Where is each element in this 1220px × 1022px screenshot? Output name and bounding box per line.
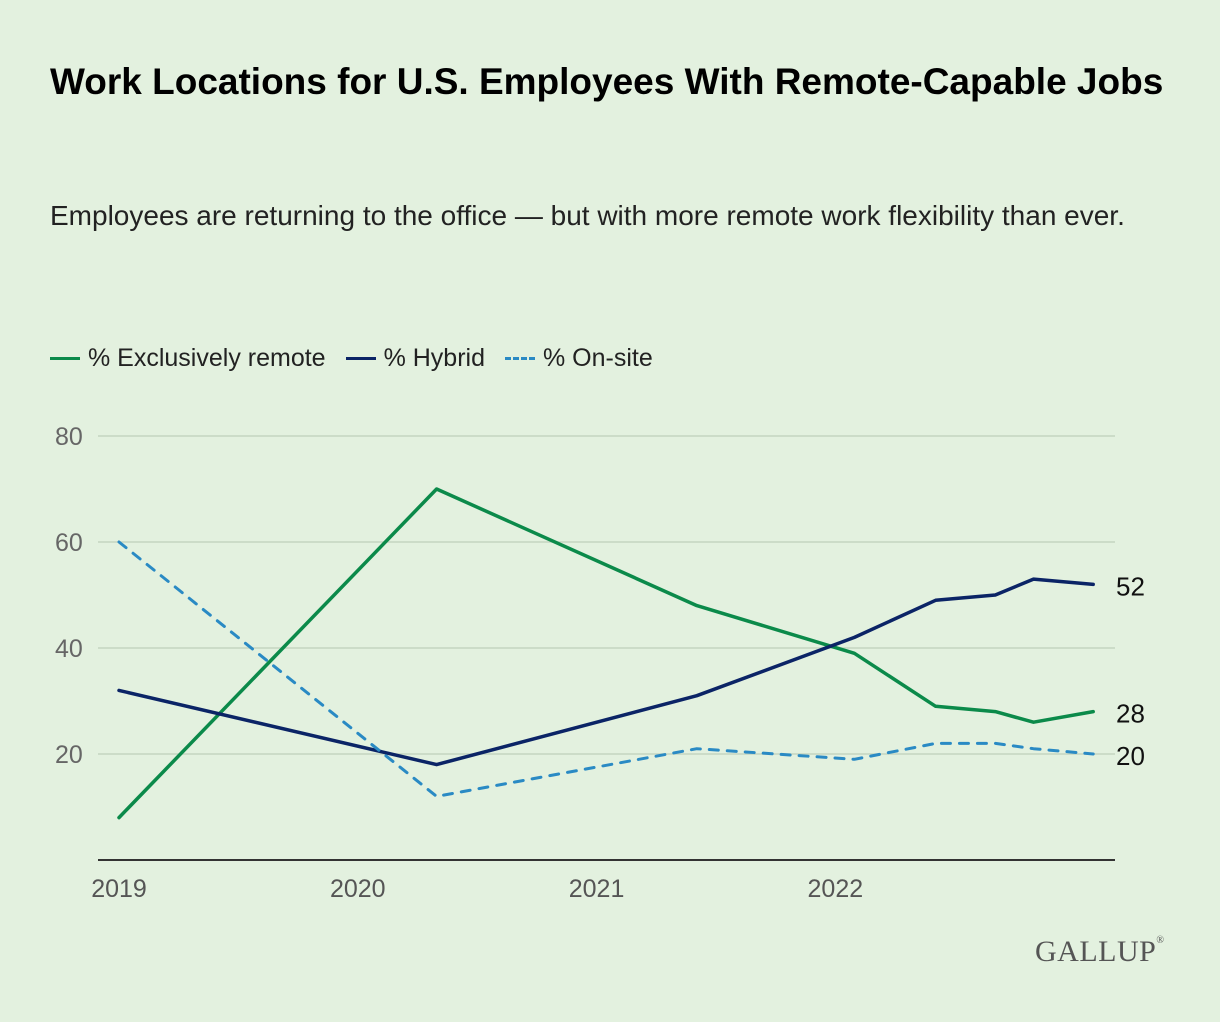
end-label-on-site: 20 [1116,741,1145,771]
legend-swatch-hybrid [345,356,376,360]
chart-legend: % Exclusively remote % Hybrid % On-site [50,340,673,376]
gallup-logo: GALLUP® [1035,935,1165,968]
gallup-logo-text: GALLUP [1035,935,1157,968]
x-tick-label-2021: 2021 [569,875,625,903]
legend-label-exclusively-remote: % Exclusively remote [88,343,326,372]
legend-swatch-on-site [505,356,535,360]
end-label-exclusively-remote: 28 [1116,699,1145,729]
y-tick-label-80: 80 [55,423,83,451]
legend-label-on-site: % On-site [543,343,653,372]
y-tick-label-60: 60 [55,529,83,557]
series-line-hybrid [117,577,1095,767]
legend-item-hybrid: % Hybrid [345,343,485,373]
x-tick-label-2022: 2022 [808,875,864,903]
series-line-exclusively-remote [117,487,1095,820]
y-tick-label-20: 20 [55,741,83,769]
end-label-hybrid: 52 [1116,571,1145,601]
y-tick-label-40: 40 [55,635,83,663]
series-line-on-site [117,540,1095,798]
legend-swatch-exclusively-remote [50,356,80,360]
x-tick-label-2019: 2019 [91,875,147,903]
legend-item-on-site: % On-site [505,344,653,373]
x-tick-label-2020: 2020 [330,875,386,903]
chart-subtitle: Employees are returning to the office — … [50,200,1125,231]
chart-title: Work Locations for U.S. Employees With R… [50,61,1164,102]
legend-label-hybrid: % Hybrid [383,343,485,372]
legend-item-exclusively-remote: % Exclusively remote [50,344,326,373]
